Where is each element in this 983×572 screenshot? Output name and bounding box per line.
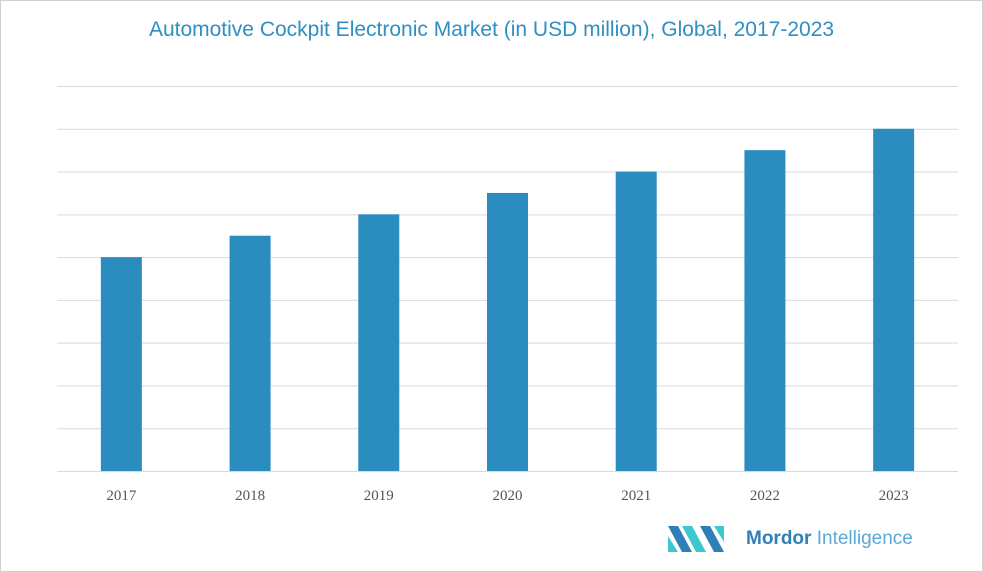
logo-mark-icon	[668, 526, 724, 552]
mordor-intelligence-logo: Mordor Intelligence	[668, 526, 968, 556]
chart-title: Automotive Cockpit Electronic Market (in…	[148, 18, 835, 41]
bar-2019	[358, 214, 400, 472]
bar-2023	[873, 128, 915, 471]
bar-2022	[744, 150, 786, 471]
logo-text-mordor: Mordor	[746, 528, 812, 549]
x-tick-label: 2023	[879, 488, 909, 504]
bar-2018	[229, 235, 271, 471]
logo-text-intelligence: Intelligence	[816, 528, 913, 549]
x-tick-label: 2019	[364, 488, 394, 504]
x-tick-label: 2017	[106, 488, 137, 504]
x-tick-label: 2021	[621, 488, 651, 504]
x-tick-label: 2020	[493, 488, 523, 504]
bar-2020	[487, 192, 528, 471]
bar-2021	[615, 171, 657, 472]
bar-2017	[100, 257, 142, 471]
x-tick-label: 2018	[235, 488, 265, 504]
x-tick-label: 2022	[750, 488, 780, 504]
